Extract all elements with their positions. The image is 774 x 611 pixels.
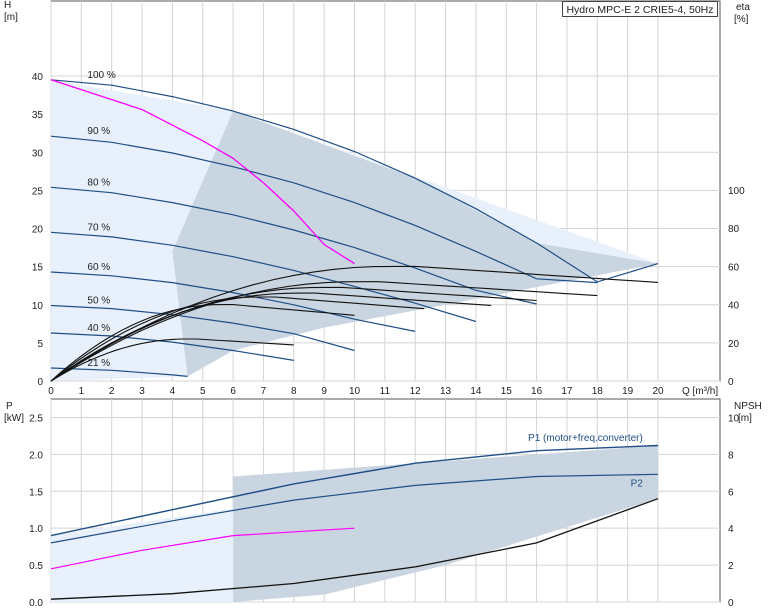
upper-left-tick-label: 30 xyxy=(32,148,44,159)
lower-right-tick-label: 8 xyxy=(728,450,734,461)
x-tick-label: 17 xyxy=(561,386,573,397)
speed-curve-label: 21 % xyxy=(87,358,110,369)
upper-right-tick-label: 20 xyxy=(728,339,740,350)
upper-left-tick-label: 20 xyxy=(32,225,44,236)
x-tick-label: 9 xyxy=(321,386,327,397)
power-system-curve xyxy=(50,527,355,570)
lower-left-tick-label: 0.5 xyxy=(29,561,43,572)
upper-left-tick-label: 40 xyxy=(32,72,44,83)
lower-left-tick-label: 1.0 xyxy=(29,524,43,535)
p1-annotation: P1 (motor+freq.converter) xyxy=(528,433,643,444)
speed-curve-label: 50 % xyxy=(87,296,110,307)
upper-right-tick-label: 60 xyxy=(728,262,740,273)
upper-right-tick-label: 80 xyxy=(728,224,740,235)
p2-annotation: P2 xyxy=(631,478,644,489)
speed-curve xyxy=(50,304,355,352)
x-tick-label: 6 xyxy=(230,386,236,397)
upper-right-axis-unit: [%] xyxy=(734,14,749,25)
system-curve xyxy=(50,79,355,265)
upper-right-tick-label: 40 xyxy=(728,301,740,312)
upper-right-axis-name: eta xyxy=(736,2,750,13)
speed-curve xyxy=(50,186,537,305)
x-tick-label: 8 xyxy=(291,386,297,397)
x-tick-label: 12 xyxy=(410,386,422,397)
x-tick-label: 19 xyxy=(622,386,634,397)
efficiency-curve xyxy=(50,265,659,382)
speed-curve xyxy=(50,231,477,323)
lower-left-tick-label: 2.5 xyxy=(29,413,43,424)
p2-curve xyxy=(50,473,659,544)
efficiency-curve xyxy=(50,304,355,382)
lower-dark-region xyxy=(233,445,658,602)
x-tick-label: 13 xyxy=(440,386,452,397)
efficiency-curve xyxy=(50,286,537,382)
speed-curve-label: 40 % xyxy=(87,323,110,334)
lower-right-tick-label: 2 xyxy=(728,561,734,572)
x-axis-label: Q [m³/h] xyxy=(682,386,719,397)
p1-curve xyxy=(50,444,659,537)
upper-left-axis-unit: [m] xyxy=(4,12,18,23)
lower-left-tick-label: 0.0 xyxy=(29,598,43,609)
upper-left-tick-label: 15 xyxy=(32,263,44,274)
lower-right-axis-unit: [m] xyxy=(738,413,752,424)
lower-right-tick-label: 4 xyxy=(728,524,734,535)
x-tick-label: 3 xyxy=(139,386,145,397)
x-tick-label: 20 xyxy=(652,386,664,397)
x-tick-label: 5 xyxy=(200,386,206,397)
x-tick-label: 14 xyxy=(470,386,482,397)
x-tick-label: 1 xyxy=(79,386,85,397)
lower-right-tick-label: 10 xyxy=(728,413,740,424)
x-tick-label: 0 xyxy=(48,386,54,397)
efficiency-curve xyxy=(50,292,492,382)
lower-left-tick-label: 2.0 xyxy=(29,450,43,461)
lower-right-axis-name: NPSH xyxy=(734,401,762,412)
x-tick-label: 2 xyxy=(109,386,115,397)
speed-curve xyxy=(50,332,294,361)
upper-right-tick-label: 0 xyxy=(728,377,734,388)
lower-left-axis-unit: [kW] xyxy=(4,413,24,424)
speed-curve xyxy=(50,79,659,283)
upper-right-tick-label: 100 xyxy=(728,186,745,197)
x-tick-label: 18 xyxy=(592,386,604,397)
npsh-curve xyxy=(50,498,659,600)
chart-title: Hydro MPC-E 2 CRIE5-4, 50Hz xyxy=(562,1,718,17)
x-tick-label: 7 xyxy=(261,386,267,397)
lower-right-tick-label: 6 xyxy=(728,487,734,498)
x-tick-label: 4 xyxy=(170,386,176,397)
upper-left-tick-label: 5 xyxy=(37,339,43,350)
x-tick-label: 10 xyxy=(349,386,361,397)
lower-right-tick-label: 0 xyxy=(728,598,734,609)
lower-left-axis-name: P xyxy=(6,401,13,412)
speed-curve-label: 60 % xyxy=(87,262,110,273)
upper-left-tick-label: 0 xyxy=(37,377,43,388)
upper-left-axis-name: H xyxy=(4,0,12,11)
efficiency-curve xyxy=(50,338,294,382)
lower-left-tick-label: 1.5 xyxy=(29,487,43,498)
upper-left-tick-label: 25 xyxy=(32,186,44,197)
speed-curve-label: 90 % xyxy=(87,126,110,137)
speed-curve xyxy=(50,135,598,284)
upper-left-tick-label: 35 xyxy=(32,110,44,121)
efficiency-curve xyxy=(50,281,598,382)
speed-curve-label: 100 % xyxy=(87,70,115,81)
upper-left-tick-label: 10 xyxy=(32,301,44,312)
speed-curve-label: 80 % xyxy=(87,177,110,188)
speed-curve xyxy=(50,271,416,332)
speed-curve-label: 70 % xyxy=(87,222,110,233)
x-tick-label: 15 xyxy=(501,386,513,397)
x-tick-label: 16 xyxy=(531,386,543,397)
speed-curve xyxy=(50,367,188,377)
efficiency-curve xyxy=(50,296,425,382)
x-tick-label: 11 xyxy=(380,386,391,397)
